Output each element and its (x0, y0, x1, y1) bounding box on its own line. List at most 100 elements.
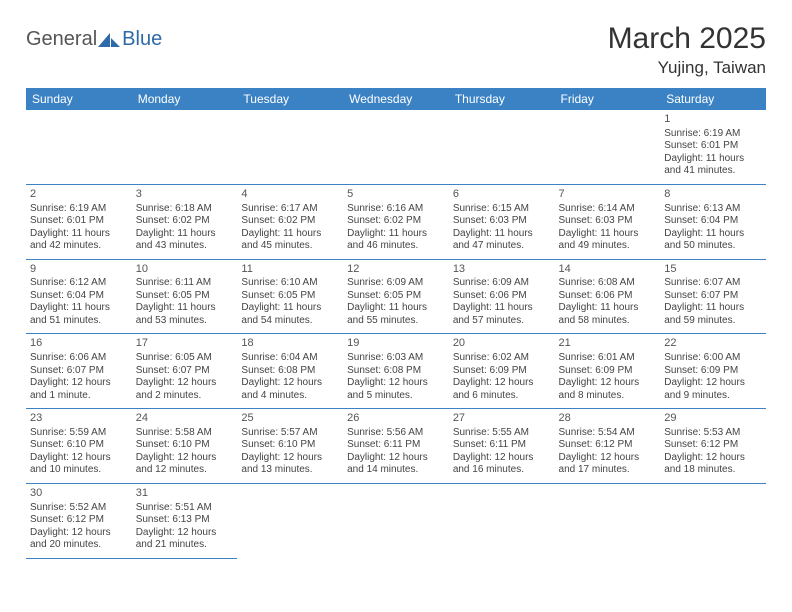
daylight-text: Daylight: 12 hours and 6 minutes. (453, 377, 551, 402)
sunrise-text: Sunrise: 6:11 AM (136, 277, 234, 290)
daylight-text: Daylight: 12 hours and 9 minutes. (664, 377, 762, 402)
sunrise-text: Sunrise: 6:19 AM (30, 203, 128, 216)
sunset-text: Sunset: 6:12 PM (30, 514, 128, 527)
day-number: 20 (453, 337, 551, 351)
day-number: 9 (30, 263, 128, 277)
calendar-day-cell: 22Sunrise: 6:00 AMSunset: 6:09 PMDayligh… (660, 334, 766, 409)
calendar-day-cell: 8Sunrise: 6:13 AMSunset: 6:04 PMDaylight… (660, 184, 766, 259)
day-number: 21 (559, 337, 657, 351)
weekday-header: Friday (555, 88, 661, 110)
sunset-text: Sunset: 6:06 PM (453, 290, 551, 303)
calendar-day-cell: 24Sunrise: 5:58 AMSunset: 6:10 PMDayligh… (132, 409, 238, 484)
sunset-text: Sunset: 6:09 PM (559, 365, 657, 378)
calendar-day-cell: 15Sunrise: 6:07 AMSunset: 6:07 PMDayligh… (660, 259, 766, 334)
sunset-text: Sunset: 6:09 PM (453, 365, 551, 378)
calendar-week-row: 2Sunrise: 6:19 AMSunset: 6:01 PM Daylight… (26, 184, 766, 259)
daylight-text: Daylight: 12 hours and 10 minutes. (30, 452, 128, 477)
month-title: March 2025 (608, 22, 766, 56)
sunrise-text: Sunrise: 6:04 AM (241, 352, 339, 365)
daylight-text: Daylight: 11 hours and 55 minutes. (347, 302, 445, 327)
day-number: 27 (453, 412, 551, 426)
sunset-text: Sunset: 6:03 PM (559, 215, 657, 228)
daylight-text: Daylight: 11 hours and 43 minutes. (136, 228, 234, 253)
day-number: 15 (664, 263, 762, 277)
location-label: Yujing, Taiwan (608, 58, 766, 78)
sunrise-text: Sunrise: 5:56 AM (347, 427, 445, 440)
sunset-text: Sunset: 6:04 PM (30, 290, 128, 303)
daylight-text: Daylight: 11 hours and 53 minutes. (136, 302, 234, 327)
day-number: 5 (347, 188, 445, 202)
sunrise-text: Sunrise: 5:57 AM (241, 427, 339, 440)
sunset-text: Sunset: 6:01 PM (664, 140, 762, 153)
daylight-text: Daylight: 12 hours and 12 minutes. (136, 452, 234, 477)
day-number: 26 (347, 412, 445, 426)
day-number: 23 (30, 412, 128, 426)
daylight-text: Daylight: 11 hours and 51 minutes. (30, 302, 128, 327)
daylight-text: Daylight: 11 hours and 41 minutes. (664, 153, 762, 178)
calendar-week-row: 1Sunrise: 6:19 AMSunset: 6:01 PMDaylight… (26, 110, 766, 184)
day-number: 1 (664, 113, 762, 127)
sunset-text: Sunset: 6:01 PM (30, 215, 128, 228)
sunset-text: Sunset: 6:10 PM (30, 439, 128, 452)
sunrise-text: Sunrise: 6:09 AM (453, 277, 551, 290)
calendar-day-cell: 31Sunrise: 5:51 AMSunset: 6:13 PMDayligh… (132, 483, 238, 558)
calendar-day-cell: 14Sunrise: 6:08 AMSunset: 6:06 PMDayligh… (555, 259, 661, 334)
sunset-text: Sunset: 6:02 PM (241, 215, 339, 228)
calendar-day-cell: 29Sunrise: 5:53 AMSunset: 6:12 PMDayligh… (660, 409, 766, 484)
day-number: 12 (347, 263, 445, 277)
calendar-day-cell (132, 110, 238, 184)
calendar-day-cell: 6Sunrise: 6:15 AMSunset: 6:03 PMDaylight… (449, 184, 555, 259)
sunrise-text: Sunrise: 6:18 AM (136, 203, 234, 216)
sunset-text: Sunset: 6:07 PM (136, 365, 234, 378)
sunrise-text: Sunrise: 6:15 AM (453, 203, 551, 216)
day-number: 10 (136, 263, 234, 277)
day-number: 14 (559, 263, 657, 277)
daylight-text: Daylight: 12 hours and 21 minutes. (136, 527, 234, 552)
sunrise-text: Sunrise: 6:09 AM (347, 277, 445, 290)
daylight-text: Daylight: 11 hours and 58 minutes. (559, 302, 657, 327)
sunset-text: Sunset: 6:12 PM (559, 439, 657, 452)
day-number: 7 (559, 188, 657, 202)
sunset-text: Sunset: 6:08 PM (347, 365, 445, 378)
calendar-day-cell: 1Sunrise: 6:19 AMSunset: 6:01 PMDaylight… (660, 110, 766, 184)
calendar-day-cell: 4Sunrise: 6:17 AMSunset: 6:02 PMDaylight… (237, 184, 343, 259)
sunrise-text: Sunrise: 6:05 AM (136, 352, 234, 365)
day-number: 2 (30, 188, 128, 202)
sunrise-text: Sunrise: 5:53 AM (664, 427, 762, 440)
daylight-text: Daylight: 11 hours and 47 minutes. (453, 228, 551, 253)
calendar-day-cell (26, 110, 132, 184)
sunset-text: Sunset: 6:02 PM (136, 215, 234, 228)
day-number: 17 (136, 337, 234, 351)
day-number: 25 (241, 412, 339, 426)
daylight-text: Daylight: 11 hours and 50 minutes. (664, 228, 762, 253)
day-number: 28 (559, 412, 657, 426)
sunrise-text: Sunrise: 6:13 AM (664, 203, 762, 216)
calendar-day-cell: 5Sunrise: 6:16 AMSunset: 6:02 PMDaylight… (343, 184, 449, 259)
calendar-day-cell: 7Sunrise: 6:14 AMSunset: 6:03 PMDaylight… (555, 184, 661, 259)
sunrise-text: Sunrise: 5:59 AM (30, 427, 128, 440)
sunset-text: Sunset: 6:08 PM (241, 365, 339, 378)
day-number: 11 (241, 263, 339, 277)
sunrise-text: Sunrise: 6:10 AM (241, 277, 339, 290)
day-number: 6 (453, 188, 551, 202)
day-number: 16 (30, 337, 128, 351)
sunset-text: Sunset: 6:07 PM (664, 290, 762, 303)
daylight-text: Daylight: 11 hours and 54 minutes. (241, 302, 339, 327)
title-block: March 2025 Yujing, Taiwan (608, 22, 766, 78)
sunset-text: Sunset: 6:06 PM (559, 290, 657, 303)
calendar-day-cell: 9Sunrise: 6:12 AMSunset: 6:04 PMDaylight… (26, 259, 132, 334)
sunrise-text: Sunrise: 6:19 AM (664, 128, 762, 141)
sunset-text: Sunset: 6:13 PM (136, 514, 234, 527)
sunset-text: Sunset: 6:03 PM (453, 215, 551, 228)
sunrise-text: Sunrise: 6:07 AM (664, 277, 762, 290)
daylight-text: Daylight: 12 hours and 4 minutes. (241, 377, 339, 402)
sunrise-text: Sunrise: 6:06 AM (30, 352, 128, 365)
sunrise-text: Sunrise: 6:14 AM (559, 203, 657, 216)
day-number: 19 (347, 337, 445, 351)
day-number: 30 (30, 487, 128, 501)
sunset-text: Sunset: 6:09 PM (664, 365, 762, 378)
sunrise-text: Sunrise: 6:02 AM (453, 352, 551, 365)
daylight-text: Daylight: 11 hours and 49 minutes. (559, 228, 657, 253)
sunrise-text: Sunrise: 5:51 AM (136, 502, 234, 515)
daylight-text: Daylight: 12 hours and 2 minutes. (136, 377, 234, 402)
